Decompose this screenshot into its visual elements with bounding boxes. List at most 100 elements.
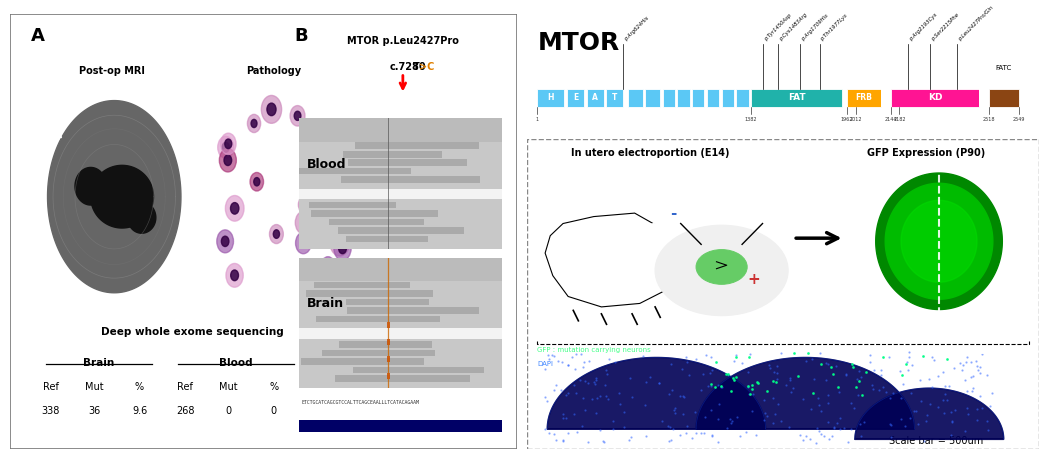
Text: A: A [30,27,45,45]
Circle shape [325,145,331,154]
Circle shape [221,236,229,246]
Circle shape [321,139,335,159]
Text: Brain: Brain [84,358,115,368]
Bar [347,299,429,305]
Text: Post-op MRI: Post-op MRI [78,66,145,76]
Bar [339,341,432,348]
Text: KD: KD [928,94,943,102]
Circle shape [220,133,236,155]
Bar [329,219,424,225]
Bar [979,89,989,107]
Text: 268: 268 [175,406,194,416]
Bar [387,356,389,362]
Circle shape [261,95,282,123]
Bar [678,89,690,107]
Circle shape [656,225,788,316]
Text: 2012: 2012 [850,117,862,122]
Circle shape [624,220,727,289]
Circle shape [219,149,236,172]
Text: FRB: FRB [856,94,873,102]
Bar [751,89,841,107]
Bar [299,328,501,338]
Bar [299,257,501,281]
Bar [721,89,734,107]
Text: H: H [548,94,554,102]
Bar [300,168,411,175]
Bar [313,282,410,288]
Bar [349,159,467,166]
Text: 2182: 2182 [893,117,905,122]
Bar [692,89,705,107]
Circle shape [337,203,345,213]
Bar [567,89,584,107]
Text: 9.6: 9.6 [132,406,147,416]
Text: 0: 0 [270,406,277,416]
Circle shape [254,178,260,186]
Text: Ref: Ref [177,382,193,392]
Text: c.7280: c.7280 [389,62,426,72]
Circle shape [224,155,232,166]
Polygon shape [127,202,156,233]
Text: p.Cys1483Arg: p.Cys1483Arg [778,13,808,43]
Bar [736,89,749,107]
Text: Mut: Mut [219,382,237,392]
Bar [881,89,891,107]
Text: GFP : mutation carrying neurons: GFP : mutation carrying neurons [538,347,651,353]
Circle shape [696,250,748,284]
Circle shape [325,262,331,271]
Bar [299,281,501,388]
Text: 1962: 1962 [840,117,853,122]
Circle shape [251,173,263,191]
Circle shape [269,225,283,244]
Polygon shape [48,100,181,293]
Polygon shape [547,357,765,429]
Bar [299,119,501,142]
Polygon shape [901,200,977,282]
Polygon shape [696,357,915,429]
Circle shape [274,230,280,238]
Bar [847,89,881,107]
Text: Pathology: Pathology [246,66,302,76]
Text: FATC: FATC [996,65,1012,71]
Text: FAT: FAT [787,94,805,102]
Circle shape [224,139,232,149]
Text: Scale bar = 500um: Scale bar = 500um [889,436,983,446]
Circle shape [330,229,350,256]
Text: A: A [592,94,598,102]
Text: DAPI: DAPI [538,361,553,367]
Circle shape [294,111,301,120]
Bar [322,350,434,356]
Circle shape [300,238,307,248]
Text: GFP Expression (P90): GFP Expression (P90) [868,148,986,158]
Circle shape [251,119,257,128]
Text: 338: 338 [42,406,61,416]
Bar [607,89,623,107]
Text: p.Leu2427Pro/Gln: p.Leu2427Pro/Gln [957,6,994,43]
Text: T: T [612,94,617,102]
Circle shape [311,208,318,218]
Bar [342,151,442,157]
Circle shape [302,200,308,209]
Polygon shape [876,173,1002,309]
Bar [387,373,389,379]
Circle shape [218,136,234,158]
Text: B: B [294,27,308,45]
Bar [353,367,483,373]
Polygon shape [91,165,153,228]
Circle shape [300,218,307,228]
Text: p.Ser2215Phe: p.Ser2215Phe [930,13,960,43]
Circle shape [231,270,238,281]
Circle shape [338,243,347,254]
Circle shape [295,232,311,254]
Text: Blood: Blood [219,358,253,368]
Circle shape [307,202,323,224]
Text: Blood: Blood [307,157,347,170]
Circle shape [217,230,234,253]
Text: %: % [135,382,144,392]
Circle shape [303,186,325,216]
Text: 2518: 2518 [983,117,996,122]
Text: MTOR: MTOR [538,31,620,55]
Text: Ref: Ref [43,382,58,392]
Circle shape [309,194,319,207]
Circle shape [247,114,261,132]
